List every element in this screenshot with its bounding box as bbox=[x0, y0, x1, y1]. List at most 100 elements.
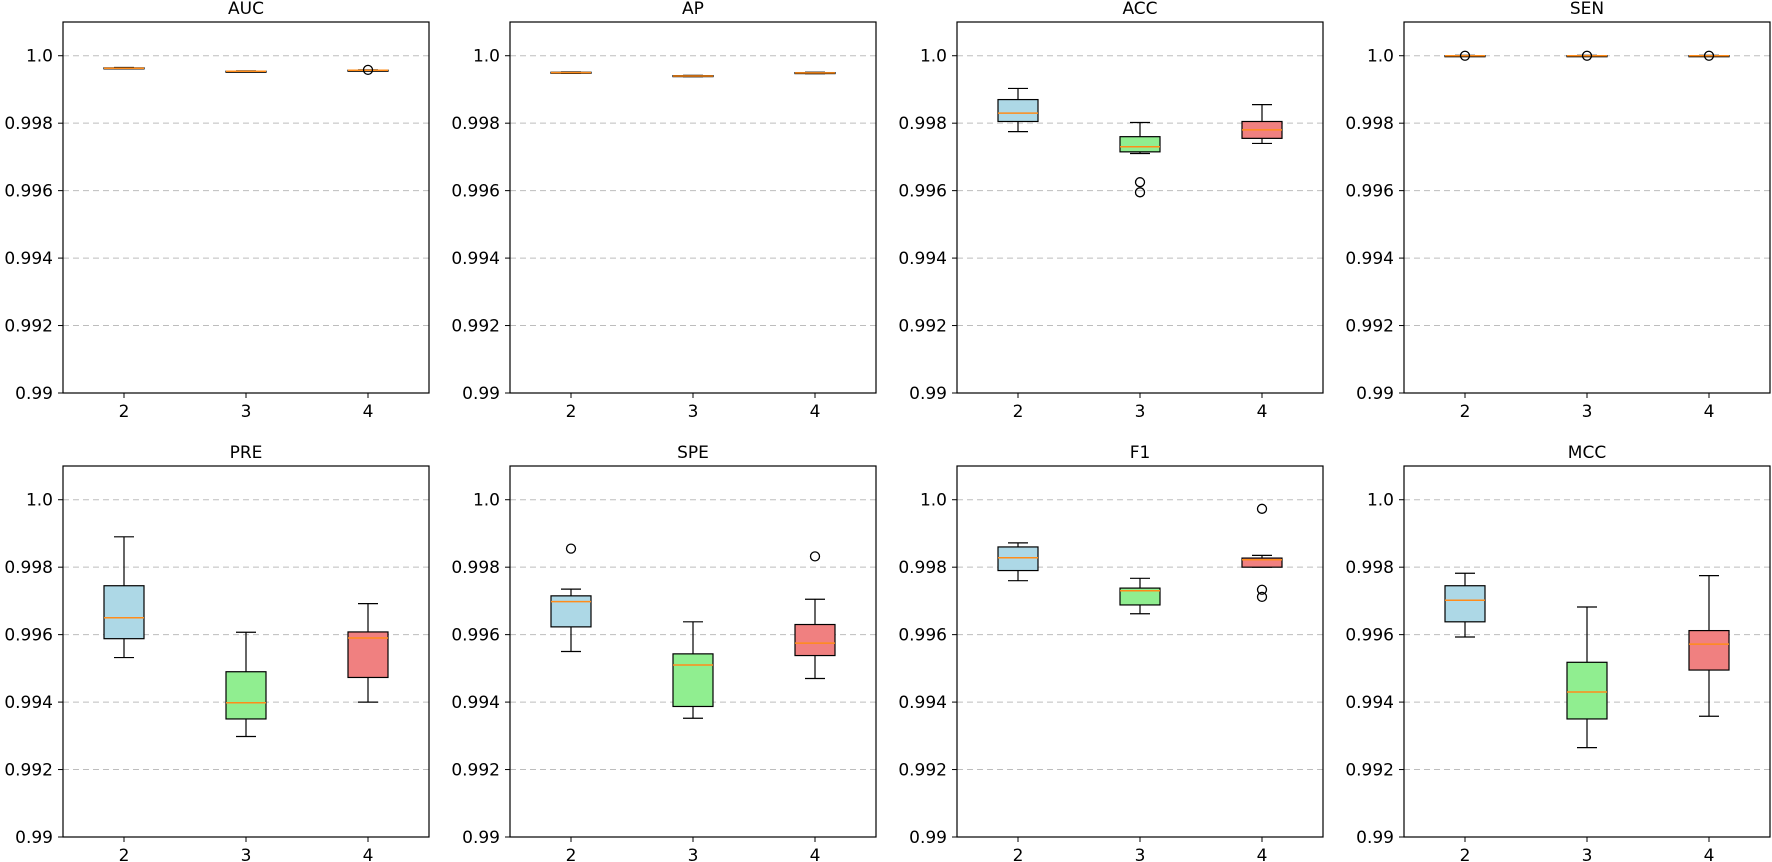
outlier-point bbox=[1256, 584, 1268, 595]
outlier-point bbox=[1134, 187, 1146, 198]
x-tick-label: 3 bbox=[241, 846, 252, 862]
box-acc-3 bbox=[1119, 136, 1161, 153]
box-spe-2 bbox=[550, 595, 592, 628]
panel-acc: ACC 0.99 0.992 0.994 0.996 0.998 1.0 2 3 4 bbox=[898, 0, 1324, 422]
box-f1-4 bbox=[1241, 557, 1283, 568]
axes-frame bbox=[509, 21, 877, 394]
y-tick-label: 0.998 bbox=[1345, 558, 1394, 578]
box-mcc-4 bbox=[1688, 629, 1730, 671]
y-tick-label: 0.99 bbox=[462, 828, 500, 848]
y-tick-label: 0.99 bbox=[15, 384, 53, 404]
y-tick-label: 0.992 bbox=[898, 761, 947, 781]
outlier-point bbox=[1459, 50, 1471, 61]
y-tick-label: 1.0 bbox=[26, 47, 53, 67]
panel-pre: PRE 0.99 0.992 0.994 0.996 0.998 1.0 2 3 4 bbox=[4, 443, 430, 862]
x-tick-label: 3 bbox=[1135, 402, 1146, 422]
x-tick-label: 2 bbox=[1013, 402, 1024, 422]
panel-mcc: MCC 0.99 0.992 0.994 0.996 0.998 1.0 2 3 4 bbox=[1345, 443, 1771, 862]
x-tick-label: 3 bbox=[688, 846, 699, 862]
y-tick-label: 0.994 bbox=[451, 693, 500, 713]
panel-title-pre: PRE bbox=[230, 443, 263, 463]
y-tick-label: 0.996 bbox=[451, 182, 500, 202]
y-tick-label: 0.992 bbox=[4, 317, 53, 337]
y-tick-label: 1.0 bbox=[1367, 491, 1394, 511]
y-tick-label: 0.998 bbox=[4, 114, 53, 134]
panel-title-mcc: MCC bbox=[1568, 443, 1606, 463]
panel-spe: SPE 0.99 0.992 0.994 0.996 0.998 1.0 2 3 4 bbox=[451, 443, 877, 862]
y-tick-label: 0.99 bbox=[1356, 384, 1394, 404]
y-tick-label: 0.994 bbox=[4, 693, 53, 713]
y-tick-label: 0.994 bbox=[451, 249, 500, 269]
box-pre-3 bbox=[225, 671, 267, 720]
y-tick-label: 0.992 bbox=[451, 317, 500, 337]
x-tick-label: 2 bbox=[566, 402, 577, 422]
y-tick-label: 1.0 bbox=[473, 491, 500, 511]
outlier-point bbox=[362, 64, 374, 76]
outlier-point bbox=[809, 551, 821, 562]
x-tick-label: 2 bbox=[119, 846, 130, 862]
y-tick-label: 1.0 bbox=[920, 47, 947, 67]
axes-frame bbox=[956, 465, 1324, 838]
x-tick-label: 4 bbox=[1257, 402, 1268, 422]
y-tick-label: 0.992 bbox=[1345, 761, 1394, 781]
y-tick-label: 0.994 bbox=[4, 249, 53, 269]
y-tick-label: 0.998 bbox=[451, 114, 500, 134]
panel-title-auc: AUC bbox=[228, 0, 264, 19]
box-spe-3 bbox=[672, 653, 714, 708]
x-tick-label: 2 bbox=[566, 846, 577, 862]
panel-title-ap: AP bbox=[682, 0, 704, 19]
axes-frame bbox=[509, 465, 877, 838]
panel-title-f1: F1 bbox=[1130, 443, 1151, 463]
y-tick-label: 0.996 bbox=[4, 626, 53, 646]
y-tick-label: 0.998 bbox=[898, 558, 947, 578]
y-tick-label: 0.994 bbox=[1345, 693, 1394, 713]
y-tick-label: 0.996 bbox=[1345, 626, 1394, 646]
y-tick-label: 0.996 bbox=[898, 626, 947, 646]
y-tick-label: 0.998 bbox=[1345, 114, 1394, 134]
y-tick-label: 0.99 bbox=[909, 384, 947, 404]
x-tick-label: 4 bbox=[810, 402, 821, 422]
panel-f1: F1 0.99 0.992 0.994 0.996 0.998 1.0 2 3 4 bbox=[898, 443, 1324, 862]
x-tick-label: 3 bbox=[1135, 846, 1146, 862]
outlier-point bbox=[1581, 50, 1593, 61]
x-tick-label: 4 bbox=[363, 402, 374, 422]
x-tick-label: 4 bbox=[810, 846, 821, 862]
x-tick-label: 3 bbox=[688, 402, 699, 422]
y-tick-label: 1.0 bbox=[920, 491, 947, 511]
x-tick-label: 2 bbox=[1013, 846, 1024, 862]
y-tick-label: 0.992 bbox=[4, 761, 53, 781]
box-spe-4 bbox=[794, 623, 836, 657]
axes-frame bbox=[1403, 465, 1771, 838]
y-tick-label: 0.994 bbox=[898, 249, 947, 269]
x-tick-label: 2 bbox=[119, 402, 130, 422]
y-tick-label: 0.998 bbox=[4, 558, 53, 578]
x-tick-label: 4 bbox=[363, 846, 374, 862]
x-tick-label: 4 bbox=[1704, 402, 1715, 422]
x-tick-label: 2 bbox=[1460, 846, 1471, 862]
y-tick-label: 0.99 bbox=[15, 828, 53, 848]
axes-frame bbox=[62, 21, 430, 394]
panel-title-sen: SEN bbox=[1570, 0, 1604, 19]
x-tick-label: 3 bbox=[1582, 402, 1593, 422]
y-tick-label: 0.99 bbox=[1356, 828, 1394, 848]
y-tick-label: 0.998 bbox=[898, 114, 947, 134]
y-tick-label: 0.992 bbox=[1345, 317, 1394, 337]
y-tick-label: 0.994 bbox=[1345, 249, 1394, 269]
y-tick-label: 0.992 bbox=[898, 317, 947, 337]
y-tick-label: 0.996 bbox=[1345, 182, 1394, 202]
box-mcc-3 bbox=[1566, 661, 1608, 720]
box-pre-2 bbox=[103, 585, 145, 640]
y-tick-label: 0.994 bbox=[898, 693, 947, 713]
y-tick-label: 0.99 bbox=[462, 384, 500, 404]
panel-auc: AUC 0.99 0.992 0.994 0.996 0.998 1.0 2 3 4 bbox=[4, 0, 430, 422]
box-f1-3 bbox=[1119, 587, 1161, 606]
x-tick-label: 4 bbox=[1257, 846, 1268, 862]
box-pre-4 bbox=[347, 631, 389, 679]
y-tick-label: 0.992 bbox=[451, 761, 500, 781]
y-tick-label: 1.0 bbox=[26, 491, 53, 511]
y-tick-label: 0.996 bbox=[451, 626, 500, 646]
outlier-point bbox=[565, 543, 577, 554]
y-tick-label: 0.996 bbox=[898, 182, 947, 202]
axes-frame bbox=[1403, 21, 1771, 394]
y-tick-label: 1.0 bbox=[1367, 47, 1394, 67]
